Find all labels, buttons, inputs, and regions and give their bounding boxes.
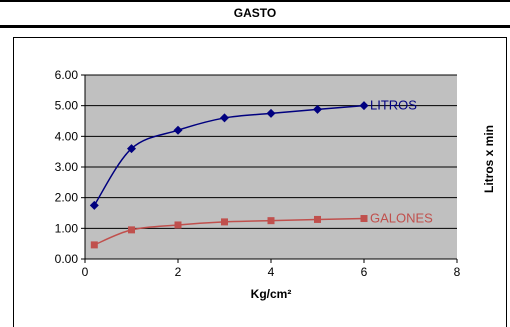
y-tick-label: 6.00: [55, 68, 79, 82]
title-rule: [0, 25, 510, 28]
gridlines: [85, 74, 457, 229]
data-point-litros: [127, 144, 136, 154]
axes: [81, 74, 458, 263]
top-rule: [0, 0, 510, 2]
data-point-litros: [313, 104, 322, 114]
y-tick-label: 5.00: [55, 99, 79, 113]
data-point-litros: [173, 125, 183, 135]
y-tick-label: 1.00: [55, 221, 79, 235]
y-tick-label: 2.00: [55, 191, 79, 205]
data-point-litros: [89, 200, 99, 210]
series-layer: LITROS GALONES: [89, 98, 433, 249]
chart-frame: [13, 37, 507, 327]
y-tick-label: 4.00: [55, 129, 79, 143]
x-tick-labels: 0 2 4 6 8: [82, 265, 461, 279]
data-point-litros: [220, 113, 229, 123]
x-tick-label: 2: [175, 265, 182, 279]
data-point-galones: [90, 241, 98, 249]
title-bar: GASTO: [0, 0, 510, 28]
y-tick-label: 3.00: [55, 160, 79, 174]
data-point-galones: [128, 226, 135, 234]
chart-title: GASTO: [233, 6, 277, 20]
data-point-galones: [314, 215, 321, 223]
x-axis-label: Kg/cm²: [251, 287, 292, 301]
series-label-litros: LITROS: [370, 98, 417, 113]
x-tick-label: 0: [82, 265, 89, 279]
data-point-galones: [221, 218, 228, 226]
y-tick-labels: 0.00 1.00 2.00 3.00 4.00 5.00 6.00: [55, 68, 79, 266]
data-point-galones: [267, 217, 275, 225]
y-tick-label: 0.00: [55, 252, 79, 266]
x-tick-label: 6: [361, 265, 368, 279]
series-label-galones: GALONES: [370, 211, 433, 226]
data-point-litros: [359, 101, 369, 111]
x-tick-label: 4: [268, 265, 275, 279]
y-axis-label: Litros x min: [482, 125, 496, 193]
data-point-galones: [360, 215, 368, 223]
data-point-galones: [174, 221, 182, 229]
data-point-litros: [266, 108, 276, 118]
x-tick-label: 8: [454, 265, 461, 279]
